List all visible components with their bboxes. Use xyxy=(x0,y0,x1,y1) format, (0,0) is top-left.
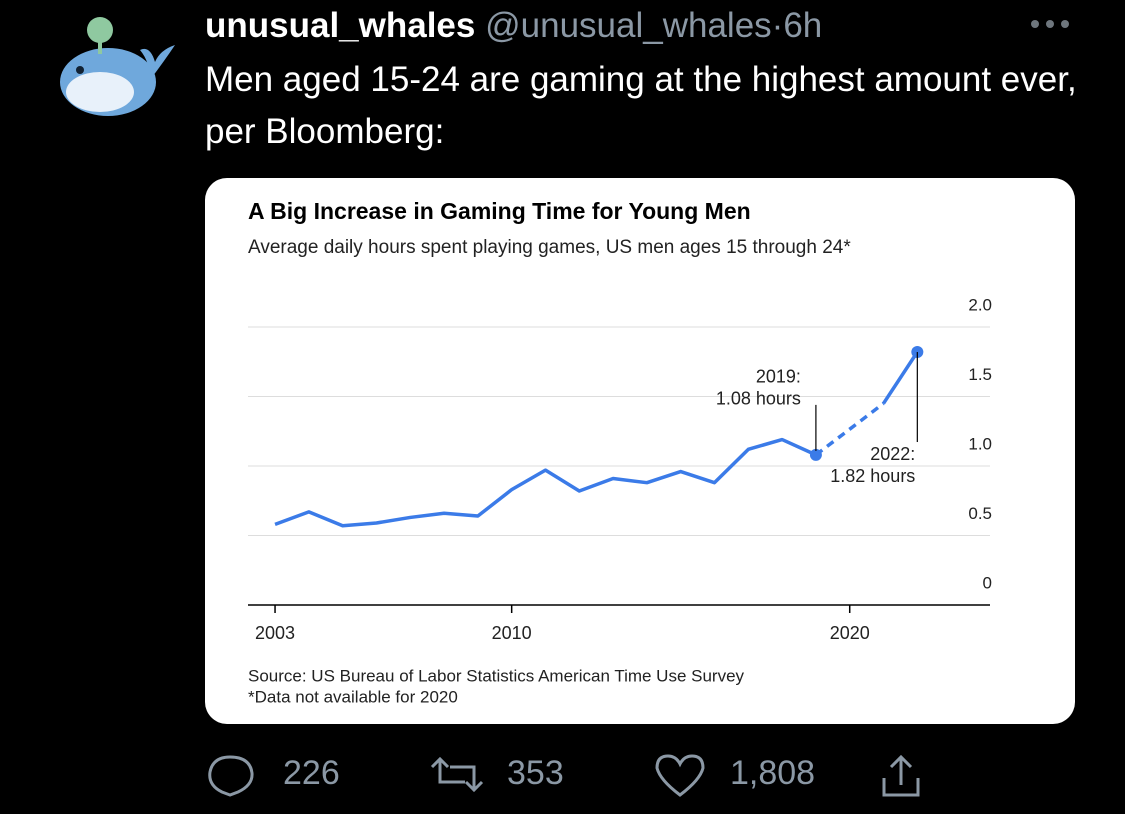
highlight-dot xyxy=(809,448,822,461)
footnote: *Data not available for 2020 xyxy=(248,687,458,706)
y-tick-label: 2.0 xyxy=(968,295,992,314)
chart-card xyxy=(205,178,1075,724)
tweet-text: Men aged 15-24 are gaming at the highest… xyxy=(205,60,1077,151)
like-button[interactable] xyxy=(655,754,705,797)
avatar[interactable] xyxy=(60,17,175,116)
reply-button[interactable] xyxy=(208,755,254,797)
reply-count: 226 xyxy=(283,754,340,792)
gap-bridge xyxy=(814,402,885,457)
y-tick-label: 0 xyxy=(983,573,992,592)
like-count: 1,808 xyxy=(730,754,815,792)
x-tick-label: 2010 xyxy=(492,623,532,643)
source-note: Source: US Bureau of Labor Statistics Am… xyxy=(248,666,745,685)
retweet-button[interactable] xyxy=(430,756,484,793)
annotation: 2019: xyxy=(756,367,801,387)
separator: · xyxy=(771,6,784,45)
display-name[interactable]: unusual_whales xyxy=(205,6,476,45)
tweet-header: unusual_whales @unusual_whales·6h xyxy=(205,6,822,46)
data-line xyxy=(274,351,919,528)
annotation: 1.08 hours xyxy=(716,389,801,409)
y-tick-label: 1.0 xyxy=(968,434,992,453)
y-tick-label: 1.5 xyxy=(968,365,992,384)
x-tick-label: 2003 xyxy=(255,623,295,643)
timestamp[interactable]: 6h xyxy=(783,6,823,45)
chart-subtitle: Average daily hours spent playing games,… xyxy=(248,237,851,258)
retweet-count: 353 xyxy=(507,754,564,792)
handle[interactable]: @unusual_whales xyxy=(485,6,772,45)
x-tick-label: 2020 xyxy=(830,623,870,643)
share-button[interactable] xyxy=(882,754,920,797)
annotation: 1.82 hours xyxy=(830,466,915,486)
annotation: 2022: xyxy=(870,444,915,464)
more-button[interactable] xyxy=(1031,20,1069,28)
y-tick-label: 0.5 xyxy=(968,504,992,523)
chart-title: A Big Increase in Gaming Time for Young … xyxy=(248,198,751,224)
